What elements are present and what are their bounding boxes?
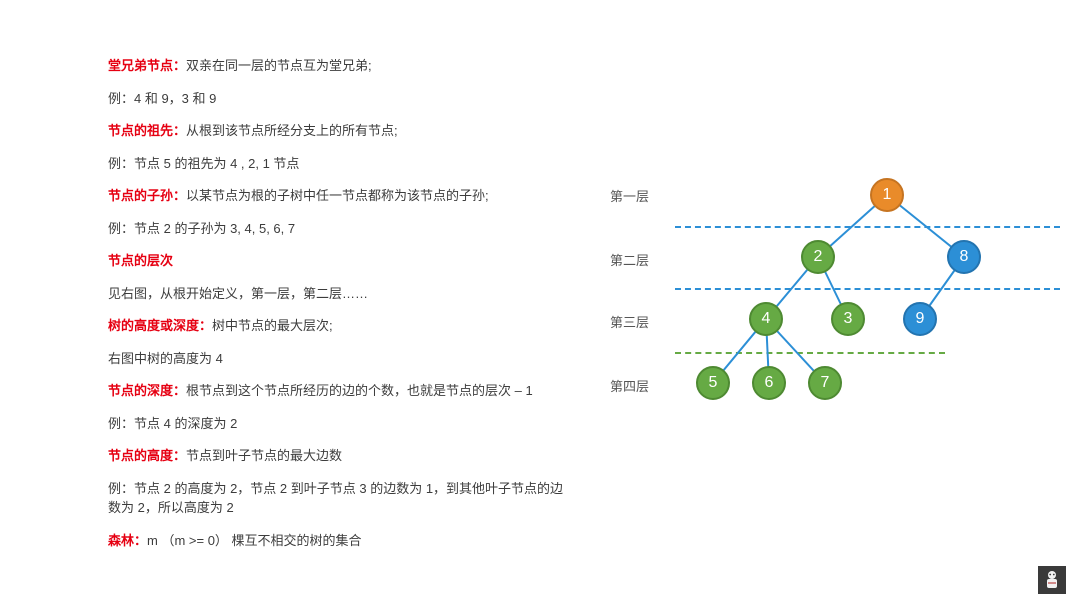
definition-row: 节点的子孙：以某节点为根的子树中任一节点都称为该节点的子孙; — [108, 186, 566, 206]
definition-desc: 以某节点为根的子树中任一节点都称为该节点的子孙; — [186, 188, 489, 203]
tree-node: 3 — [831, 302, 865, 336]
definition-term: 堂兄弟节点： — [108, 58, 186, 73]
definition-term: 树的高度或深度： — [108, 318, 212, 333]
tree-node-label: 9 — [916, 310, 925, 328]
definitions-column: 堂兄弟节点：双亲在同一层的节点互为堂兄弟; 例：4 和 9，3 和 9 节点的祖先：… — [0, 0, 590, 608]
tree-node-label: 1 — [883, 186, 892, 204]
tree-node-label: 7 — [821, 374, 830, 392]
definition-row: 堂兄弟节点：双亲在同一层的节点互为堂兄弟; — [108, 56, 566, 76]
tree-diagram: 第一层第二层第三层第四层128439567 — [590, 170, 1060, 430]
tree-node: 5 — [696, 366, 730, 400]
definition-example: 例：4 和 9，3 和 9 — [108, 89, 566, 109]
tree-node-label: 3 — [844, 310, 853, 328]
definition-row: 节点的高度：节点到叶子节点的最大边数 — [108, 446, 566, 466]
definition-example: 例：节点 2 的子孙为 3, 4, 5, 6, 7 — [108, 219, 566, 239]
page-container: 堂兄弟节点：双亲在同一层的节点互为堂兄弟; 例：4 和 9，3 和 9 节点的祖先：… — [0, 0, 1080, 608]
definition-row: 树的高度或深度：树中节点的最大层次; — [108, 316, 566, 336]
tree-node: 4 — [749, 302, 783, 336]
definition-desc: 树中节点的最大层次; — [212, 318, 333, 333]
definition-desc: 根节点到这个节点所经历的边的个数，也就是节点的层次 – 1 — [186, 383, 533, 398]
tree-node: 6 — [752, 366, 786, 400]
definition-term: 节点的层次 — [108, 253, 173, 268]
tree-node: 8 — [947, 240, 981, 274]
tree-node-label: 5 — [709, 374, 718, 392]
tree-node-label: 2 — [814, 248, 823, 266]
definition-desc: m （m >= 0） 棵互不相交的树的集合 — [147, 533, 362, 548]
definition-desc: 双亲在同一层的节点互为堂兄弟; — [186, 58, 372, 73]
tree-node: 9 — [903, 302, 937, 336]
definition-example: 见右图，从根开始定义，第一层，第二层…… — [108, 284, 566, 304]
definition-term: 节点的子孙： — [108, 188, 186, 203]
tree-node: 1 — [870, 178, 904, 212]
definition-row: 节点的深度：根节点到这个节点所经历的边的个数，也就是节点的层次 – 1 — [108, 381, 566, 401]
tree-node-label: 8 — [960, 248, 969, 266]
definition-term: 节点的高度： — [108, 448, 186, 463]
definition-example: 例：节点 5 的祖先为 4 , 2, 1 节点 — [108, 154, 566, 174]
definition-example: 例：节点 4 的深度为 2 — [108, 414, 566, 434]
definition-term: 节点的深度： — [108, 383, 186, 398]
definition-desc: 从根到该节点所经分支上的所有节点; — [186, 123, 398, 138]
diagram-column: 第一层第二层第三层第四层128439567 — [590, 0, 1080, 608]
definition-example: 例：节点 2 的高度为 2，节点 2 到叶子节点 3 的边数为 1，到其他叶子节… — [108, 479, 566, 518]
mascot-icon — [1038, 566, 1066, 594]
definition-desc: 节点到叶子节点的最大边数 — [186, 448, 342, 463]
tree-node: 7 — [808, 366, 842, 400]
definition-term: 节点的祖先： — [108, 123, 186, 138]
definition-row: 节点的祖先：从根到该节点所经分支上的所有节点; — [108, 121, 566, 141]
definition-row: 森林：m （m >= 0） 棵互不相交的树的集合 — [108, 531, 566, 551]
tree-node-label: 6 — [765, 374, 774, 392]
definition-example: 右图中树的高度为 4 — [108, 349, 566, 369]
tree-node-label: 4 — [762, 310, 771, 328]
tree-node: 2 — [801, 240, 835, 274]
definition-term: 森林： — [108, 533, 147, 548]
definition-row: 节点的层次 — [108, 251, 566, 271]
